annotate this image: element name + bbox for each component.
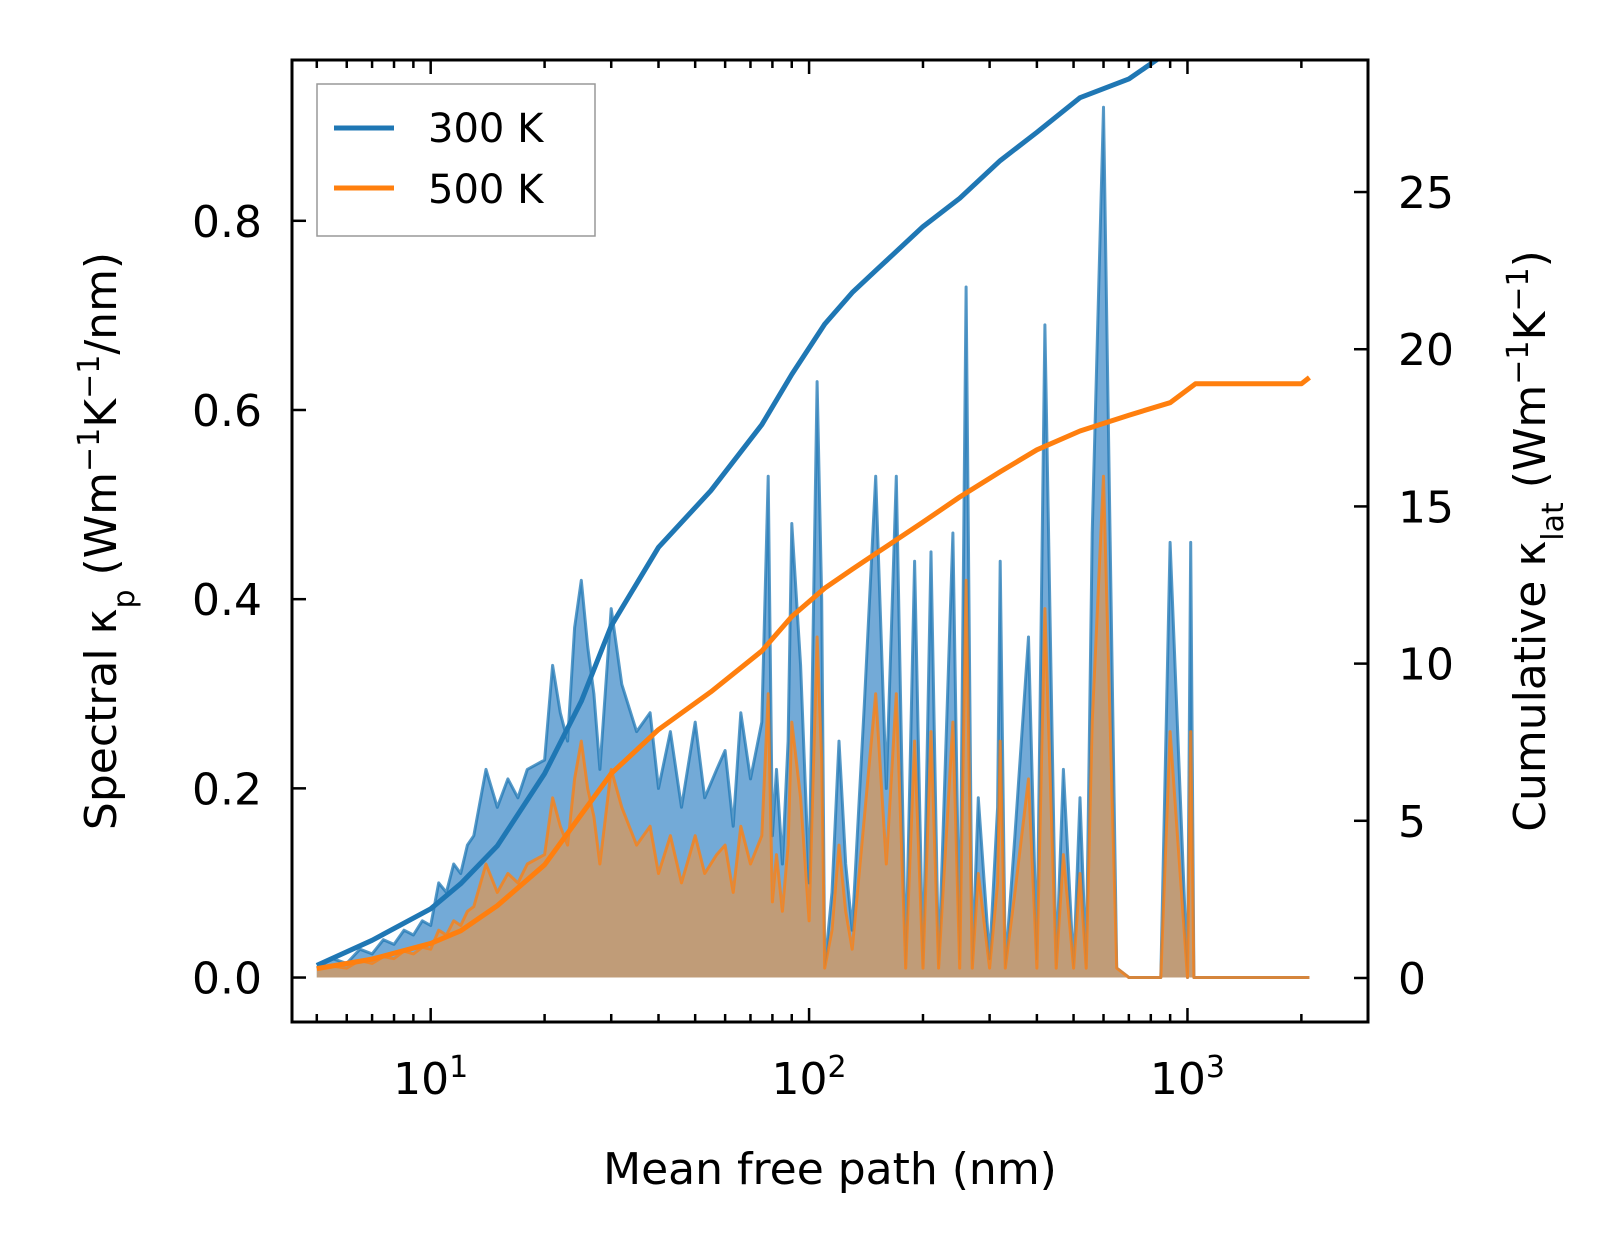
cumulative-line-500k bbox=[316, 375, 1311, 972]
y-right-tick-labels: 0 5 10 15 20 25 bbox=[1398, 168, 1454, 1005]
cumulative-lines bbox=[315, 60, 1311, 972]
spectral-area-500k bbox=[316, 476, 1310, 978]
spectral-line-300k bbox=[316, 105, 1310, 979]
y-right-tick-label: 5 bbox=[1398, 797, 1426, 848]
y-right-tick-label: 15 bbox=[1398, 482, 1454, 533]
y-left-tick-label: 0.8 bbox=[192, 197, 262, 248]
x-axis-label: Mean free path (nm) bbox=[603, 1144, 1057, 1195]
legend: 300 K 500 K bbox=[316, 83, 596, 237]
spectral-line-500k bbox=[316, 474, 1310, 979]
y-left-tick-label: 0.4 bbox=[192, 575, 262, 626]
y-left-tick-labels: 0.0 0.2 0.4 0.6 0.8 bbox=[192, 197, 262, 1005]
y-right-tick-label: 10 bbox=[1398, 640, 1454, 691]
y-right-tick-label: 20 bbox=[1398, 325, 1454, 376]
y-right-tick-label: 25 bbox=[1398, 168, 1454, 219]
y-left-tick-label: 0.6 bbox=[192, 386, 262, 437]
y-left-tick-label: 0.2 bbox=[192, 764, 262, 815]
axis-ticks bbox=[292, 60, 1370, 1022]
legend-box bbox=[316, 83, 596, 237]
cumulative-line-300k bbox=[315, 60, 1161, 968]
x-tick-label: 101 bbox=[393, 1050, 468, 1106]
legend-label-300k: 300 K bbox=[428, 106, 545, 152]
x-tick-label: 103 bbox=[1150, 1050, 1225, 1106]
y-right-tick-label: 0 bbox=[1398, 954, 1426, 1005]
spectral-fills bbox=[316, 105, 1310, 979]
x-tick-labels: 101 102 103 bbox=[393, 1050, 1225, 1106]
x-tick-label: 102 bbox=[772, 1050, 847, 1106]
y-left-tick-label: 0.0 bbox=[192, 954, 262, 1005]
legend-label-500k: 500 K bbox=[428, 167, 545, 213]
spectral-area-300k bbox=[316, 107, 1310, 978]
plot-frame bbox=[290, 58, 1370, 1024]
